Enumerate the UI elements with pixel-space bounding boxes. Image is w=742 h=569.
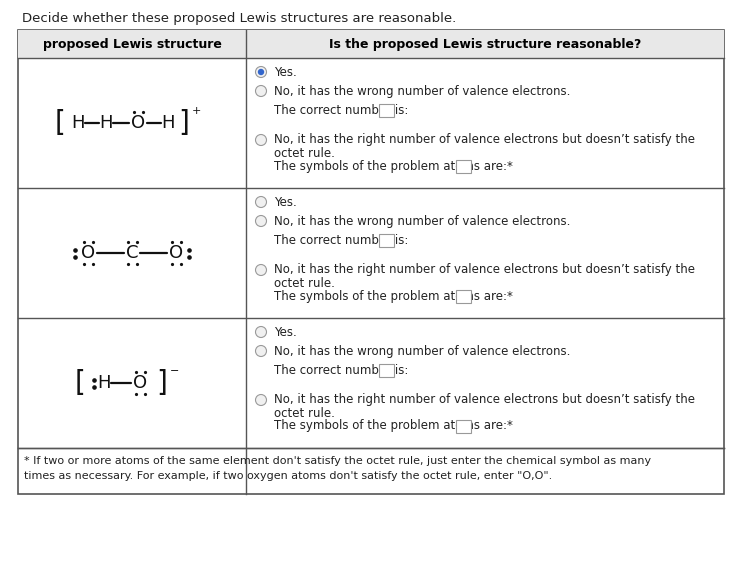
Text: H: H xyxy=(161,114,175,132)
Bar xyxy=(378,104,394,117)
Text: * If two or more atoms of the same element don't satisfy the octet rule, just en: * If two or more atoms of the same eleme… xyxy=(24,456,651,466)
Text: proposed Lewis structure: proposed Lewis structure xyxy=(42,38,221,51)
Circle shape xyxy=(255,265,266,275)
Bar xyxy=(456,290,471,303)
Text: O: O xyxy=(169,244,183,262)
Text: H: H xyxy=(71,114,85,132)
Text: The correct number is:: The correct number is: xyxy=(274,364,412,377)
Bar xyxy=(18,30,724,58)
Text: +: + xyxy=(192,106,201,116)
Text: octet rule.: octet rule. xyxy=(274,407,335,420)
Text: −: − xyxy=(170,366,180,376)
Text: Decide whether these proposed Lewis structures are reasonable.: Decide whether these proposed Lewis stru… xyxy=(22,12,456,25)
Text: Yes.: Yes. xyxy=(274,196,297,208)
Text: No, it has the wrong number of valence electrons.: No, it has the wrong number of valence e… xyxy=(274,215,571,228)
Text: The symbols of the problem atoms are:*: The symbols of the problem atoms are:* xyxy=(274,290,520,303)
Circle shape xyxy=(255,67,266,77)
Text: O: O xyxy=(131,114,145,132)
Bar xyxy=(378,364,394,377)
Text: [: [ xyxy=(55,109,65,137)
Text: No, it has the wrong number of valence electrons.: No, it has the wrong number of valence e… xyxy=(274,85,571,97)
Circle shape xyxy=(255,85,266,97)
Circle shape xyxy=(257,69,264,75)
Text: No, it has the right number of valence electrons but doesn’t satisfy the: No, it has the right number of valence e… xyxy=(274,263,695,276)
Text: O: O xyxy=(133,374,147,392)
Circle shape xyxy=(255,196,266,208)
Text: times as necessary. For example, if two oxygen atoms don't satisfy the octet rul: times as necessary. For example, if two … xyxy=(24,471,552,481)
Text: C: C xyxy=(125,244,138,262)
Text: octet rule.: octet rule. xyxy=(274,277,335,290)
Text: ]: ] xyxy=(179,109,189,137)
Text: Yes.: Yes. xyxy=(274,325,297,339)
Text: Is the proposed Lewis structure reasonable?: Is the proposed Lewis structure reasonab… xyxy=(329,38,641,51)
Circle shape xyxy=(255,216,266,226)
Bar xyxy=(378,233,394,246)
Text: H: H xyxy=(99,114,113,132)
Text: The symbols of the problem atoms are:*: The symbols of the problem atoms are:* xyxy=(274,159,520,172)
Circle shape xyxy=(255,345,266,357)
Bar xyxy=(456,159,471,172)
Circle shape xyxy=(255,327,266,337)
Text: H: H xyxy=(97,374,111,392)
Circle shape xyxy=(255,134,266,146)
Text: [: [ xyxy=(74,369,85,397)
Text: No, it has the right number of valence electrons but doesn’t satisfy the: No, it has the right number of valence e… xyxy=(274,393,695,406)
Bar xyxy=(456,419,471,432)
Text: Yes.: Yes. xyxy=(274,65,297,79)
Bar xyxy=(18,30,724,494)
Text: octet rule.: octet rule. xyxy=(274,147,335,160)
Text: No, it has the wrong number of valence electrons.: No, it has the wrong number of valence e… xyxy=(274,344,571,357)
Text: O: O xyxy=(81,244,95,262)
Text: The correct number is:: The correct number is: xyxy=(274,104,412,117)
Text: The symbols of the problem atoms are:*: The symbols of the problem atoms are:* xyxy=(274,419,520,432)
Text: The correct number is:: The correct number is: xyxy=(274,233,412,246)
Circle shape xyxy=(255,394,266,406)
Text: ]: ] xyxy=(157,369,168,397)
Text: No, it has the right number of valence electrons but doesn’t satisfy the: No, it has the right number of valence e… xyxy=(274,133,695,146)
